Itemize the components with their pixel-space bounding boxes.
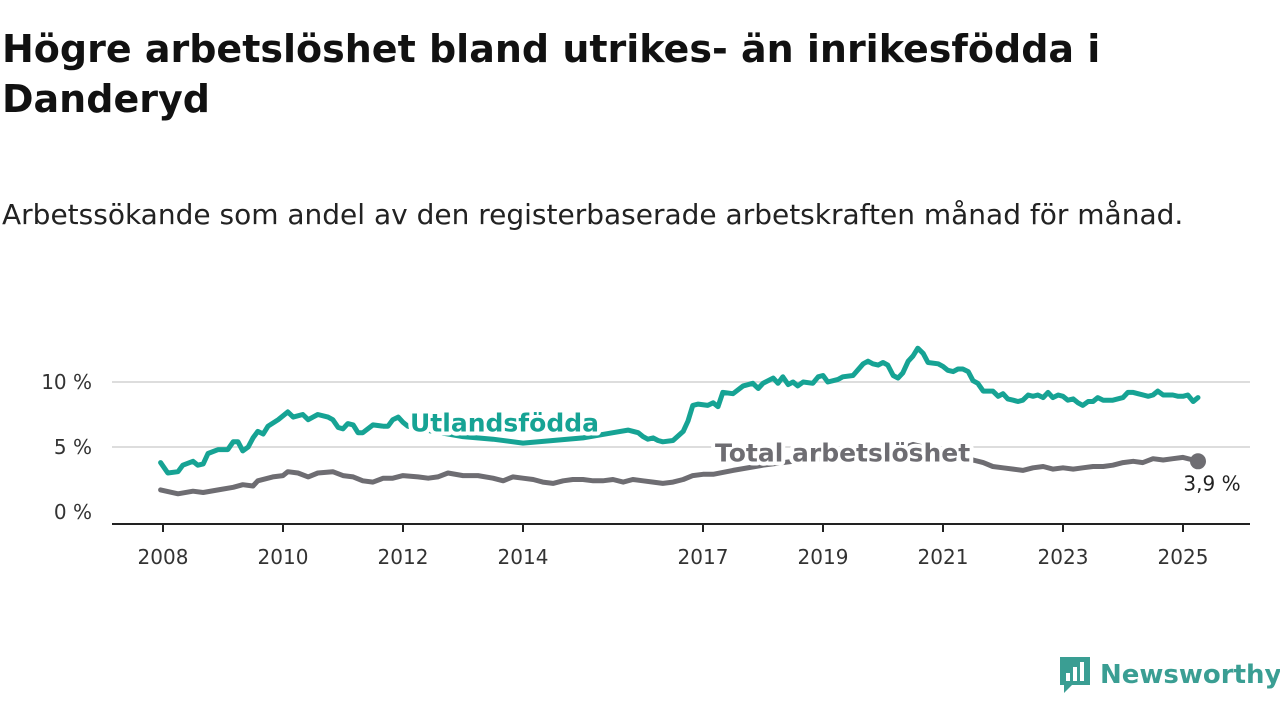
newsworthy-logo-icon bbox=[1060, 657, 1090, 693]
x-tick-label: 2010 bbox=[258, 545, 309, 569]
series-label-utlandsfodda: Utlandsfödda bbox=[410, 408, 599, 437]
newsworthy-logo-text: Newsworthy bbox=[1100, 660, 1280, 690]
end-point-marker bbox=[1190, 453, 1206, 470]
x-tick-label: 2021 bbox=[918, 545, 969, 569]
series-label-total: Total arbetslöshet bbox=[715, 438, 970, 467]
axes: 0 % 5 % 10 % 2008 2010 2012 2014 2017 2019 2021 20… bbox=[41, 370, 1250, 569]
newsworthy-logo: Newsworthy bbox=[1058, 655, 1280, 695]
x-tick-label: 2014 bbox=[498, 545, 549, 569]
x-tick-label: 2017 bbox=[678, 545, 729, 569]
x-tick-label: 2012 bbox=[378, 545, 429, 569]
chart-title: Högre arbetslöshet bland utrikes- än inr… bbox=[2, 27, 1101, 121]
y-tick-label: 5 % bbox=[54, 435, 92, 459]
end-value-label: 3,9 % bbox=[1183, 471, 1240, 495]
x-tick-label: 2019 bbox=[798, 545, 849, 569]
gridlines bbox=[112, 381, 1250, 448]
x-tick-label: 2025 bbox=[1158, 545, 1209, 569]
x-tick-label: 2023 bbox=[1038, 545, 1089, 569]
series-line-utlandsfodda bbox=[158, 345, 1201, 476]
series-labels: Utlandsfödda Total arbetslöshet 3,9 % bbox=[406, 404, 1241, 495]
series-line-total bbox=[158, 441, 1201, 497]
x-tick-label: 2008 bbox=[138, 545, 189, 569]
chart-subtitle: Arbetssökande som andel av den registerb… bbox=[2, 198, 1184, 231]
y-tick-label: 10 % bbox=[41, 370, 92, 394]
series-lines bbox=[158, 345, 1201, 497]
line-chart: 0 % 5 % 10 % 2008 2010 2012 2014 2017 2019 2021 20… bbox=[41, 345, 1250, 569]
y-tick-label: 0 % bbox=[54, 500, 92, 524]
